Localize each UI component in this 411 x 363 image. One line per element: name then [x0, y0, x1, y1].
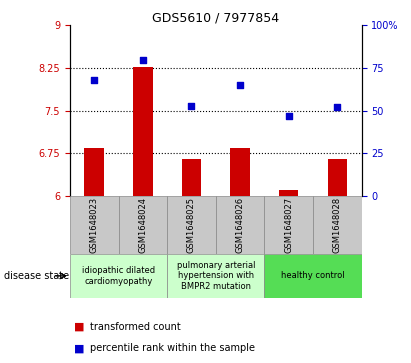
Text: idiopathic dilated
cardiomyopathy: idiopathic dilated cardiomyopathy [82, 266, 155, 286]
Text: GSM1648025: GSM1648025 [187, 197, 196, 253]
Bar [264, 254, 362, 298]
Text: ■: ■ [74, 322, 85, 332]
Bar [264, 196, 313, 254]
Bar [313, 196, 362, 254]
Bar [231, 148, 250, 196]
Text: healthy control: healthy control [281, 272, 345, 280]
Point [140, 57, 146, 62]
Bar [70, 196, 118, 254]
Text: pulmonary arterial
hypertension with
BMPR2 mutation: pulmonary arterial hypertension with BMP… [177, 261, 255, 291]
Text: transformed count: transformed count [90, 322, 181, 332]
Bar [216, 196, 264, 254]
Text: GSM1648023: GSM1648023 [90, 197, 99, 253]
Bar [167, 196, 216, 254]
Text: GSM1648026: GSM1648026 [236, 197, 245, 253]
Bar [70, 254, 167, 298]
Bar [118, 196, 167, 254]
Bar [133, 67, 152, 196]
Text: disease state: disease state [4, 271, 69, 281]
Title: GDS5610 / 7977854: GDS5610 / 7977854 [152, 11, 279, 24]
Bar [182, 159, 201, 196]
Text: GSM1648028: GSM1648028 [333, 197, 342, 253]
Point [91, 77, 97, 83]
Bar [85, 148, 104, 196]
Text: percentile rank within the sample: percentile rank within the sample [90, 343, 255, 354]
Point [188, 103, 195, 109]
Text: GSM1648027: GSM1648027 [284, 197, 293, 253]
Point [286, 113, 292, 119]
Text: ■: ■ [74, 343, 85, 354]
Bar [279, 190, 298, 196]
Text: GSM1648024: GSM1648024 [139, 197, 147, 253]
Bar [328, 159, 347, 196]
Point [334, 105, 341, 110]
Point [237, 82, 243, 88]
Bar [167, 254, 264, 298]
